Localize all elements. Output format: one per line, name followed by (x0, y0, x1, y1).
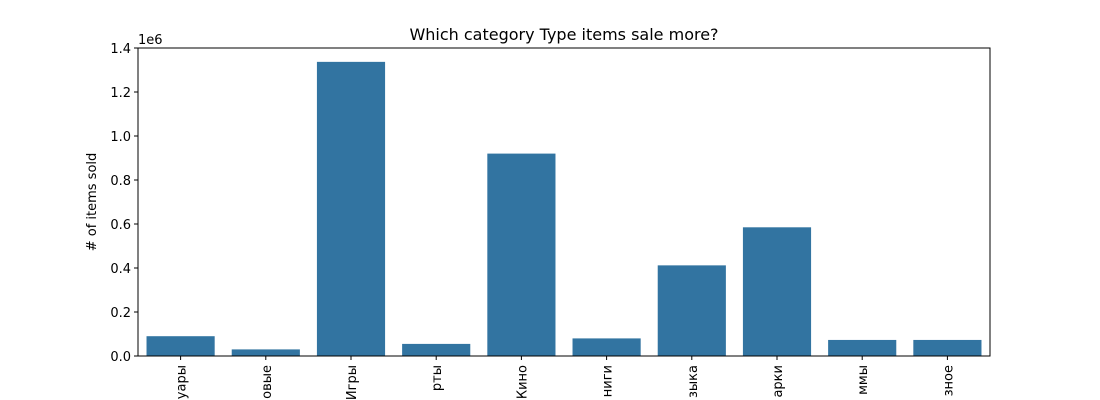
x-axis: уары овые Игры рты Кино ниги зыка арки ммы зное (175, 356, 956, 400)
bar-5 (572, 338, 641, 356)
x-tick-label-3: рты (430, 365, 445, 391)
x-tick-label-1: овые (260, 365, 275, 399)
bar-1 (231, 349, 300, 356)
y-axis-offset-label: 1e6 (138, 33, 163, 48)
y-tick-label-5: 1.0 (110, 130, 131, 145)
bar-0 (146, 336, 215, 356)
x-tick-label-6: зыка (686, 365, 701, 398)
x-tick-label-4: Кино (515, 365, 530, 399)
x-tick-label-7: арки (771, 365, 786, 398)
y-tick-label-4: 0.8 (110, 174, 131, 189)
bar-9 (913, 339, 982, 356)
bar-6 (657, 265, 726, 356)
x-tick-label-2: Игры (345, 365, 360, 400)
chart-title: Which category Type items sale more? (409, 25, 718, 44)
y-tick-label-1: 0.2 (110, 306, 131, 321)
y-tick-label-0: 0.0 (110, 350, 131, 365)
y-tick-label-3: 0.6 (110, 218, 131, 233)
x-tick-label-5: ниги (601, 365, 616, 397)
bar-8 (828, 339, 897, 356)
y-tick-label-7: 1.4 (110, 42, 131, 57)
x-tick-label-0: уары (175, 365, 190, 399)
bar-7 (742, 227, 812, 356)
y-axis: 0.0 0.2 0.4 0.6 0.8 1.0 1.2 1.4 (110, 42, 138, 365)
x-tick-label-8: ммы (856, 365, 871, 395)
y-tick-label-2: 0.4 (110, 262, 131, 277)
bar-2 (316, 61, 386, 357)
y-tick-label-6: 1.2 (110, 86, 131, 101)
bar-3 (402, 343, 471, 356)
bar-4 (487, 153, 556, 356)
bars-layer (146, 61, 982, 357)
y-axis-label: # of items sold (85, 153, 100, 252)
plot-frame (137, 47, 991, 357)
x-tick-label-9: зное (941, 365, 956, 396)
